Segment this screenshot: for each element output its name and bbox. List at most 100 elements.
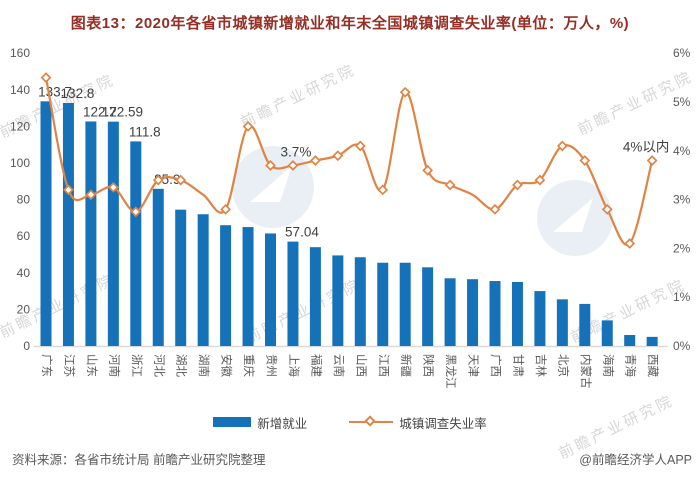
- bar-吉林: [534, 291, 546, 346]
- diamond-marker-icon: [364, 415, 376, 427]
- right-axis-tick: 2%: [673, 241, 691, 255]
- marker-广东: [40, 72, 52, 84]
- x-label-上海: 上海: [287, 354, 301, 377]
- combo-chart: 160 140 120 100 80 60 40 20 0 6% 5% 4% 3% 2% 1% 0% 133.7…: [10, 46, 691, 389]
- chart-title: 图表13：2020年各省市城镇新增就业和年末全国城镇调查失业率(单位：万人，%): [70, 15, 630, 32]
- x-label-甘肃: 甘肃: [511, 354, 524, 377]
- x-label-贵州: 贵州: [265, 354, 278, 377]
- x-label-陕西: 陕西: [422, 354, 436, 377]
- x-label-安徽: 安徽: [220, 354, 234, 377]
- bar-湖南: [197, 214, 209, 346]
- bar-江西: [377, 262, 389, 346]
- bar-上海: [287, 241, 299, 346]
- x-label-青海: 青海: [624, 354, 638, 377]
- marker-陕西: [422, 164, 434, 176]
- line-markers: [40, 72, 658, 249]
- marker-河南: [107, 181, 119, 193]
- chart-legend: 新增就业 城镇调查失业率: [0, 413, 700, 431]
- data-source-text: 资料来源：各省市统计局 前瞻产业研究院整理: [12, 453, 266, 467]
- marker-黑龙江: [444, 179, 456, 191]
- x-label-山东: 山东: [85, 354, 98, 377]
- x-label-新疆: 新疆: [399, 354, 413, 377]
- marker-吉林: [534, 174, 546, 186]
- bar-天津: [467, 279, 479, 346]
- left-axis-tick: 40: [17, 266, 31, 280]
- bar-黑龙江: [444, 278, 456, 346]
- marker-贵州: [265, 160, 276, 171]
- marker-江苏: [63, 184, 74, 196]
- x-label-河北: 河北: [152, 354, 165, 377]
- bar-安徽: [220, 225, 232, 346]
- marker-重庆: [242, 120, 254, 132]
- left-axis-tick: 120: [10, 119, 30, 133]
- x-label-海南: 海南: [601, 354, 615, 377]
- marker-甘肃: [512, 179, 523, 191]
- marker-福建: [309, 155, 321, 166]
- marker-广西: [489, 203, 501, 215]
- bar-福建: [309, 247, 321, 346]
- right-axis-tick: 1%: [673, 290, 691, 304]
- left-axis-tick: 20: [17, 302, 31, 316]
- bar-value-label: 133.7: [38, 84, 72, 99]
- bar-云南: [332, 255, 344, 346]
- x-label-北京: 北京: [556, 354, 570, 377]
- marker-云南: [332, 150, 344, 162]
- bar-甘肃: [511, 281, 523, 346]
- marker-西藏: [646, 155, 658, 166]
- bar-value-label: 85.9: [154, 172, 180, 187]
- line-point-labels: 3.7% 4%以内: [281, 140, 670, 160]
- bar-河南: [107, 121, 119, 346]
- legend-line-label: 城镇调查失业率: [399, 416, 487, 431]
- bar-海南: [601, 320, 613, 346]
- line-series-swatch: [349, 415, 394, 427]
- legend-bar-label: 新增就业: [257, 416, 308, 431]
- marker-新疆: [399, 86, 411, 98]
- x-label-内蒙古: 内蒙古: [579, 354, 593, 389]
- x-label-湖南: 湖南: [197, 354, 211, 377]
- bar-广西: [489, 281, 501, 346]
- line-point-label: 4%以内: [623, 140, 670, 155]
- marker-安徽: [220, 203, 232, 215]
- bar-value-label: 111.8: [129, 124, 161, 139]
- x-label-重庆: 重庆: [242, 354, 256, 377]
- x-label-天津: 天津: [467, 354, 480, 377]
- marker-北京: [556, 140, 568, 152]
- x-label-河南: 河南: [107, 354, 121, 377]
- marker-海南: [601, 203, 613, 215]
- x-label-西藏: 西藏: [646, 354, 659, 377]
- marker-山西: [354, 140, 366, 152]
- marker-湖北: [175, 174, 187, 186]
- bar-广东: [40, 101, 52, 346]
- bar-重庆: [242, 227, 254, 346]
- right-axis-tick: 6%: [673, 46, 691, 60]
- left-axis-tick: 60: [17, 229, 31, 243]
- x-label-江西: 江西: [377, 354, 390, 377]
- x-label-江苏: 江苏: [62, 354, 75, 377]
- left-axis-tick: 100: [10, 156, 30, 170]
- bar-山东: [85, 121, 97, 346]
- bar-河北: [152, 188, 164, 346]
- marker-青海: [624, 238, 636, 249]
- right-axis-tick: 3%: [673, 193, 691, 207]
- left-axis-tick: 140: [10, 83, 30, 97]
- left-axis-tick: 0: [23, 339, 30, 353]
- x-label-福建: 福建: [309, 354, 323, 377]
- x-category-labels: 广东 江苏 山东 河南 浙江 河北 湖北 湖南 安徽 重庆 贵州 上海 福建 云南 山西 江西 新疆 陕西 黑龙江天…: [40, 354, 659, 389]
- left-axis-tick: 80: [17, 193, 31, 207]
- right-axis-tick: 5%: [673, 95, 691, 109]
- bar-series-swatch: [213, 417, 252, 427]
- bar-湖北: [175, 209, 187, 346]
- bar-山西: [354, 257, 366, 346]
- x-label-云南: 云南: [332, 354, 346, 377]
- unemployment-line: [44, 77, 654, 247]
- bar-青海: [624, 335, 636, 346]
- bar-内蒙古: [579, 303, 591, 346]
- marker-河北: [152, 174, 164, 186]
- bar-江苏: [62, 102, 74, 346]
- bars: [40, 101, 658, 346]
- right-axis-tick: 0%: [673, 339, 691, 353]
- x-label-吉林: 吉林: [534, 354, 548, 377]
- bar-value-label: 132.8: [61, 86, 95, 101]
- left-axis-tick: 160: [10, 46, 30, 60]
